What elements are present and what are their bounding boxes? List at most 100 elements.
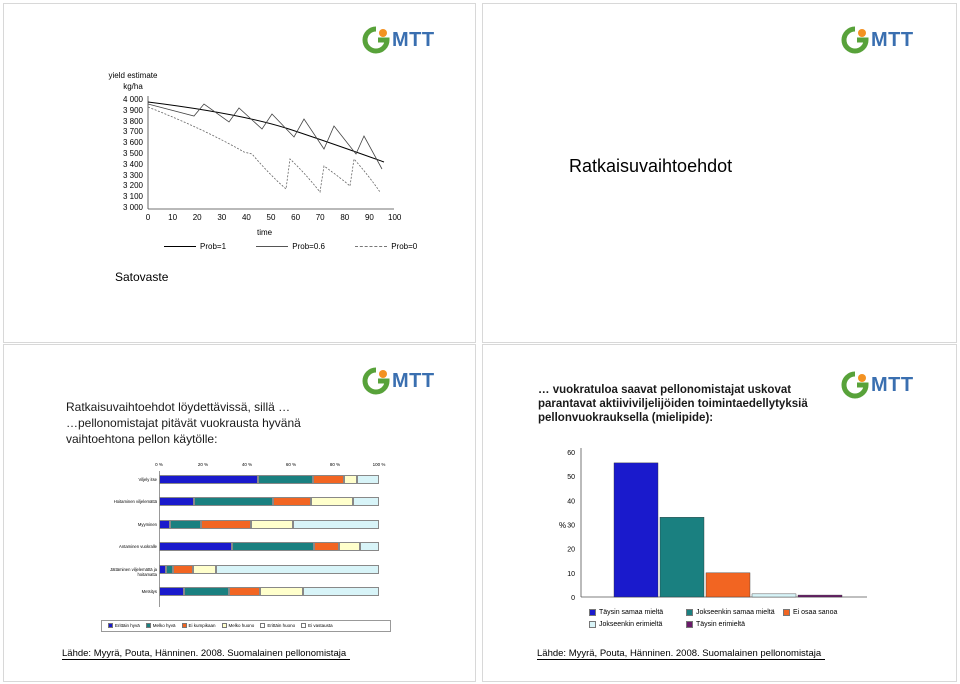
legend-swatch [783, 608, 790, 616]
bar [705, 572, 751, 598]
source-note: Lähde: Myyrä, Pouta, Hänninen. 2008. Suo… [62, 648, 351, 660]
bar-segment [313, 542, 339, 552]
y-tick-label: 3 100 [122, 192, 143, 202]
legend-swatch [589, 608, 596, 616]
series-prob-06 [147, 103, 383, 170]
y-tick-label: 40 [567, 498, 575, 505]
legend-item: Ei osaa sanoa [783, 607, 843, 619]
bar-segment [352, 497, 379, 507]
mtt-logo-text: MTT [871, 28, 914, 51]
slide-yield-estimate: MTT yield estimate kg/ha 4 000 3 900 3 800… [3, 3, 476, 343]
slide-heading: … vuokratuloa saavat pellonomistajat usk… [538, 383, 808, 425]
legend: Prob=1 Prob=0.6 Prob=0 [164, 242, 417, 251]
legend-item: Jokseenkin erimieltä [589, 619, 686, 631]
category-label: Viljely itse [138, 477, 157, 482]
heading-line-3: vaihtoehtona pellon käytölle: [66, 432, 218, 446]
mtt-logo-icon [362, 367, 390, 395]
bar-segment [258, 475, 313, 484]
legend-item-prob-0: Prob=0 [355, 242, 417, 251]
x-tick-label: 80 % [329, 462, 341, 467]
legend-item: Jokseenkin samaa mieltä [686, 607, 783, 619]
heading-line-3: pellonvuokrauksella (mielipide): [538, 412, 714, 424]
y-tick-label: 20 [567, 547, 575, 554]
slide-title: Ratkaisuvaihtoehdot [569, 156, 733, 176]
legend-item: Erittäin huono [260, 623, 295, 629]
legend-swatch [108, 623, 113, 629]
x-axis-title: time [257, 228, 273, 237]
y-tick-label: 3 200 [122, 181, 143, 191]
legend-item: Melko huono [221, 623, 254, 629]
bar-segment [343, 475, 357, 484]
x-tick-label: 0 [145, 213, 151, 222]
legend-swatch [686, 620, 693, 628]
slide-ratkaisuvaihtoehdot: MTT Ratkaisuvaihtoehdot [482, 3, 957, 343]
bar [751, 593, 797, 598]
legend-swatch [589, 620, 596, 628]
y-tick-label: 3 900 [122, 105, 143, 115]
bar-segment [172, 564, 194, 574]
heading-line-1: Ratkaisuvaihtoehdot löydettävissä, sillä… [66, 400, 291, 414]
x-tick-label: 30 [217, 213, 227, 222]
mtt-logo-text: MTT [392, 28, 435, 51]
category-label: Metsitys [141, 589, 157, 594]
y-tick-label: 3 700 [122, 127, 143, 137]
x-tick-label: 20 % [197, 462, 209, 467]
slide-pellonomistajat-vuokraus: MTT Ratkaisuvaihtoehdot löydettävissä, s… [3, 344, 476, 682]
y-tick-label: 30 [567, 523, 575, 530]
mtt-logo: MTT [362, 26, 435, 54]
bar-segment [357, 475, 379, 484]
bar-segment [215, 564, 379, 574]
heading-line-1: … vuokratuloa saavat pellonomistajat usk… [538, 384, 792, 396]
x-tick-label: 40 [241, 213, 251, 222]
bar-segment [159, 587, 184, 596]
opinion-bar-chart: 60 50 40 30 20 10 0 [567, 448, 867, 602]
legend-item: Ei vastausta [301, 623, 333, 629]
legend-item-prob-06: Prob=0.6 [256, 242, 325, 251]
x-tick-label: 40 % [241, 462, 253, 467]
yield-line-chart [147, 96, 394, 210]
y-tick-label: 3 500 [122, 148, 143, 158]
y-tick-label: 3 300 [122, 170, 143, 180]
y-axis-label: % [559, 521, 567, 530]
x-tick-label: 0 % [155, 462, 163, 467]
category-label: Antaminen vuokralle [119, 544, 157, 550]
mtt-logo: MTT [841, 371, 914, 399]
y-tick-label: 10 [567, 571, 575, 578]
bar-segment [193, 564, 216, 574]
bar-segment [259, 587, 304, 596]
plot-area [159, 471, 380, 608]
x-tick-label: 70 [315, 213, 325, 222]
bar-segment [359, 542, 379, 552]
x-tick-label: 100 [388, 213, 402, 222]
stacked-bar-legend: Erittäin hyvä Melko hyvä Ei kumpikaan Melko… [101, 620, 391, 632]
category-label: Myyminen [137, 521, 157, 527]
legend-item: Täysin erimieltä [686, 619, 783, 631]
heading-line-2: …pellonomistajat pitävät vuokrausta hyvä… [66, 416, 301, 430]
mtt-logo-icon [362, 26, 390, 54]
bar-segment [338, 542, 360, 552]
mtt-logo-icon [841, 26, 869, 54]
bar-segment [231, 542, 314, 552]
bar-segment [183, 587, 230, 596]
y-axis-ticks: 4 000 3 900 3 800 3 700 3 600 3 500 3 400 3 300… [105, 95, 143, 214]
mtt-logo-text: MTT [392, 369, 435, 392]
bar-segment [170, 519, 201, 529]
bar-segment [229, 587, 260, 596]
y-tick-label: 3 600 [122, 138, 143, 148]
bar-segment [165, 564, 173, 574]
bar [659, 517, 705, 598]
source-note: Lähde: Myyrä, Pouta, Hänninen. 2008. Suo… [537, 648, 826, 660]
y-tick-label: 60 [567, 450, 575, 457]
x-tick-label: 50 [266, 213, 276, 222]
slide-heading: Ratkaisuvaihtoehdot löydettävissä, sillä… [66, 399, 301, 447]
bar-segment [159, 475, 258, 484]
mtt-logo: MTT [362, 367, 435, 395]
stacked-bar-chart: 0 % 20 % 40 % 60 % 80 % 100 % Viljely itse Hoit… [4, 345, 477, 683]
legend-item-prob-1: Prob=1 [164, 242, 226, 251]
bar [797, 594, 843, 598]
bar-segment [159, 497, 195, 507]
legend-swatch [181, 623, 187, 629]
category-label: Hoitaminen viljelemättä [113, 499, 157, 505]
x-tick-label: 60 [291, 213, 301, 222]
heading-line-2: parantavat aktiiviviljelijöiden toiminta… [538, 398, 808, 410]
